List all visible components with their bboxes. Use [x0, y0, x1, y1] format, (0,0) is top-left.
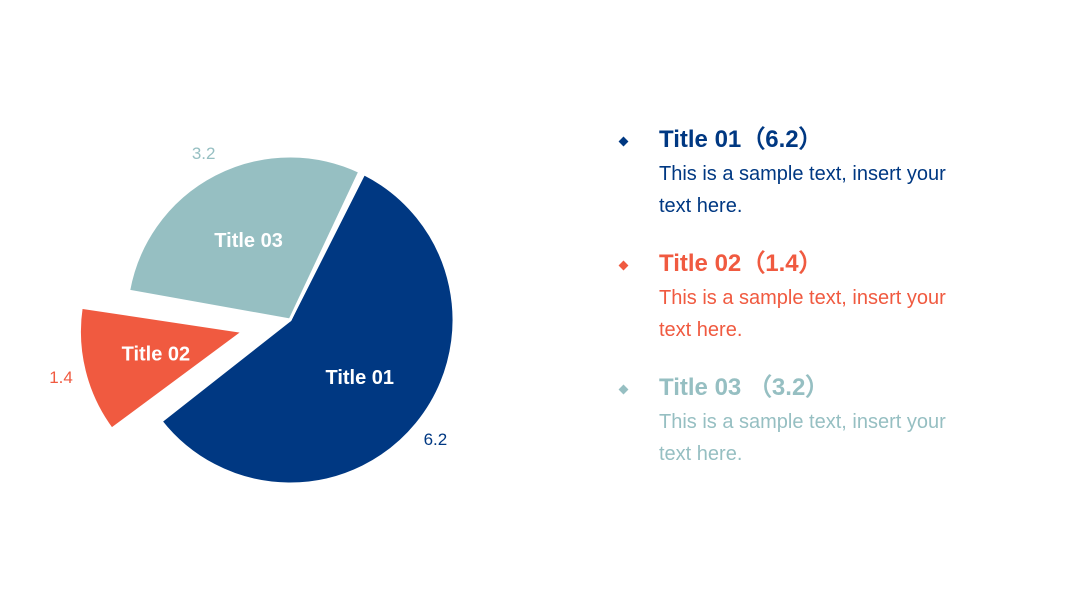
pie-slice-2: [77, 305, 245, 431]
slice-label-2: Title 02: [122, 343, 191, 365]
pie-chart: Title 01 6.2 Title 02 1.4 Title 03 3.2: [49, 144, 456, 486]
legend: Title 01（6.2） This is a sample text, ins…: [616, 122, 1036, 494]
legend-item-title-02: Title 02（1.4） This is a sample text, ins…: [616, 246, 1036, 370]
legend-item-text: This is a sample text, insert your text …: [659, 163, 946, 217]
pie-slice-3: [127, 154, 362, 322]
diamond-bullet-icon: [618, 384, 629, 395]
diamond-bullet-icon: [618, 136, 629, 147]
value-label-1: 6.2: [424, 430, 448, 449]
legend-item-title: Title 02（1.4）: [659, 250, 823, 277]
slice-label-3: Title 03: [214, 230, 283, 252]
pie-slice-1: [159, 172, 456, 486]
legend-item-title-03: Title 03 （3.2） This is a sample text, in…: [616, 370, 1036, 494]
value-label-2: 1.4: [49, 368, 73, 387]
legend-item-text: This is a sample text, insert your text …: [659, 411, 946, 465]
diamond-bullet-icon: [618, 260, 629, 271]
slice-label-1: Title 01: [325, 367, 394, 389]
legend-item-title: Title 01（6.2）: [659, 126, 823, 153]
legend-item-title: Title 03 （3.2）: [659, 374, 830, 401]
legend-item-text: This is a sample text, insert your text …: [659, 287, 946, 341]
value-label-3: 3.2: [192, 144, 216, 163]
legend-item-title-01: Title 01（6.2） This is a sample text, ins…: [616, 122, 1036, 246]
